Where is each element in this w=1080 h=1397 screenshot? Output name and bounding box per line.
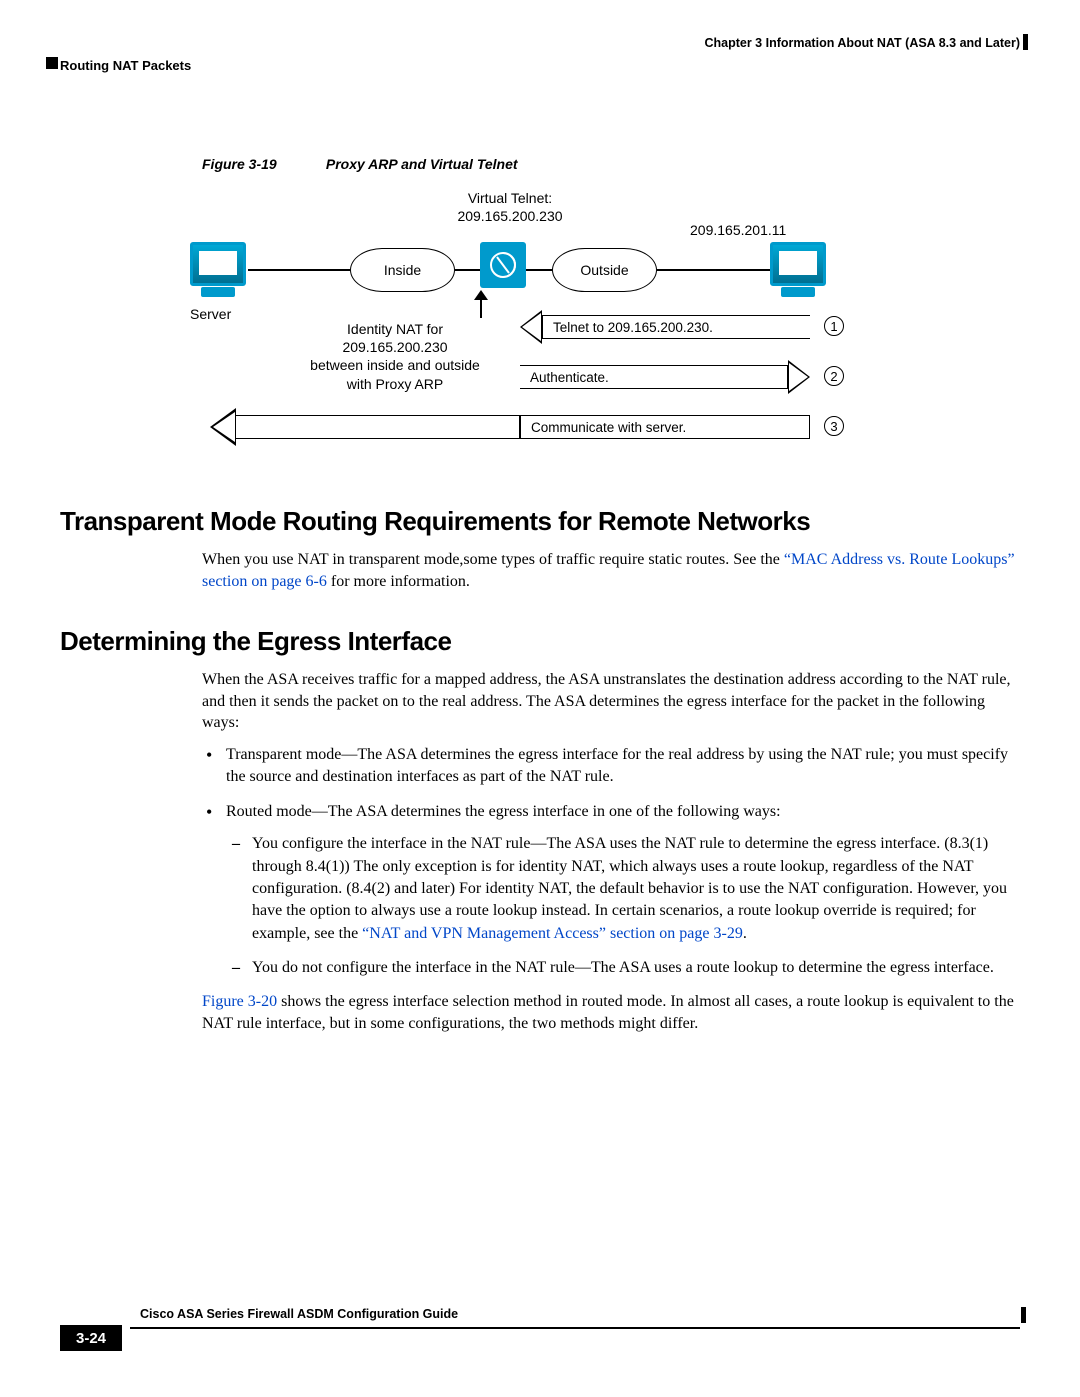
routed-mode-sublist: You configure the interface in the NAT r…: [226, 833, 1020, 979]
figure-caption: Figure 3-19 Proxy ARP and Virtual Telnet: [202, 156, 1020, 172]
identity-nat-pointer-arrow: [474, 290, 488, 300]
outside-cloud: Outside: [552, 248, 657, 292]
heading-transparent-mode: Transparent Mode Routing Requirements fo…: [60, 506, 1020, 537]
sub1-after: .: [743, 925, 747, 942]
client-icon: [770, 242, 826, 286]
outside-client-ip: 209.165.201.11: [690, 222, 786, 238]
bullet-routed-mode-text: Routed mode—The ASA determines the egres…: [226, 803, 781, 820]
figure-number: Figure 3-19: [202, 156, 322, 172]
sec1-text-before: When you use NAT in transparent mode,som…: [202, 551, 784, 568]
sub-configure-interface: You configure the interface in the NAT r…: [226, 833, 1020, 945]
sec2-bullets: Transparent mode—The ASA determines the …: [202, 744, 1020, 980]
sec2-body: When the ASA receives traffic for a mapp…: [202, 669, 1020, 1034]
wire-segment: [526, 269, 552, 271]
sec1-body: When you use NAT in transparent mode,som…: [202, 549, 1020, 592]
bullet-transparent-mode: Transparent mode—The ASA determines the …: [202, 744, 1020, 789]
identity-nat-l3: between inside and outside: [310, 357, 480, 373]
header-chapter: Chapter 3 Information About NAT (ASA 8.3…: [704, 36, 1020, 50]
page: Chapter 3 Information About NAT (ASA 8.3…: [0, 0, 1080, 1085]
firewall-glyph-icon: [488, 250, 518, 280]
step-2-text: Authenticate.: [520, 365, 788, 389]
page-footer: Cisco ASA Series Firewall ASDM Configura…: [60, 1327, 1020, 1367]
sec2-closing: Figure 3-20 shows the egress interface s…: [202, 991, 1020, 1034]
step-1-text: Telnet to 209.165.200.230.: [542, 315, 810, 339]
header-section: Routing NAT Packets: [60, 58, 191, 73]
identity-nat-l2: 209.165.200.230: [342, 339, 447, 355]
server-icon: [190, 242, 246, 286]
sub-no-configure-interface: You do not configure the interface in th…: [226, 957, 1020, 979]
identity-nat-pointer-line: [480, 298, 482, 318]
server-label: Server: [190, 306, 231, 322]
asa-firewall-icon: [480, 242, 526, 288]
step-3-badge: 3: [824, 416, 844, 436]
sec1-text-after: for more information.: [327, 573, 470, 590]
figure-diagram: Virtual Telnet: 209.165.200.230 209.165.…: [190, 190, 890, 470]
identity-nat-l1: Identity NAT for: [347, 321, 443, 337]
sec1-paragraph: When you use NAT in transparent mode,som…: [202, 549, 1020, 592]
header-bar-right: [1023, 34, 1028, 50]
footer-guide-title: Cisco ASA Series Firewall ASDM Configura…: [140, 1307, 458, 1321]
arrow-head-left-icon: [210, 408, 236, 446]
virtual-telnet-ip: 209.165.200.230: [430, 208, 590, 224]
sec2-closing-text: shows the egress interface selection met…: [202, 993, 1014, 1032]
step-1-badge: 1: [824, 316, 844, 336]
link-nat-vpn-access[interactable]: “NAT and VPN Management Access” section …: [362, 925, 743, 942]
arrow-head-left-icon: [520, 310, 542, 344]
heading-egress-interface: Determining the Egress Interface: [60, 626, 1020, 657]
wire-segment: [248, 269, 350, 271]
step-3-long-arrow: [210, 408, 520, 446]
wire-segment: [657, 269, 770, 271]
step-arrow-3: Communicate with server.: [520, 410, 810, 444]
identity-nat-l4: with Proxy ARP: [347, 376, 443, 392]
step-arrow-2: Authenticate.: [520, 360, 810, 394]
footer-bar-right: [1021, 1307, 1026, 1323]
outside-label: Outside: [580, 262, 628, 278]
bullet-routed-mode: Routed mode—The ASA determines the egres…: [202, 801, 1020, 980]
wire-segment: [455, 269, 480, 271]
running-header: Chapter 3 Information About NAT (ASA 8.3…: [60, 36, 1020, 96]
step-3-text: Communicate with server.: [520, 415, 810, 439]
inside-cloud: Inside: [350, 248, 455, 292]
identity-nat-caption: Identity NAT for 209.165.200.230 between…: [280, 320, 510, 393]
step-2-badge: 2: [824, 366, 844, 386]
footer-rule: [130, 1327, 1020, 1329]
inside-label: Inside: [384, 262, 421, 278]
sec2-intro: When the ASA receives traffic for a mapp…: [202, 669, 1020, 734]
figure-title: Proxy ARP and Virtual Telnet: [326, 156, 518, 172]
header-square-left: [46, 57, 58, 69]
virtual-telnet-label: Virtual Telnet:: [430, 190, 590, 206]
page-number: 3-24: [60, 1325, 122, 1351]
arrow-head-right-icon: [788, 360, 810, 394]
step-arrow-1: Telnet to 209.165.200.230.: [520, 310, 810, 344]
link-figure-3-20[interactable]: Figure 3-20: [202, 993, 277, 1010]
